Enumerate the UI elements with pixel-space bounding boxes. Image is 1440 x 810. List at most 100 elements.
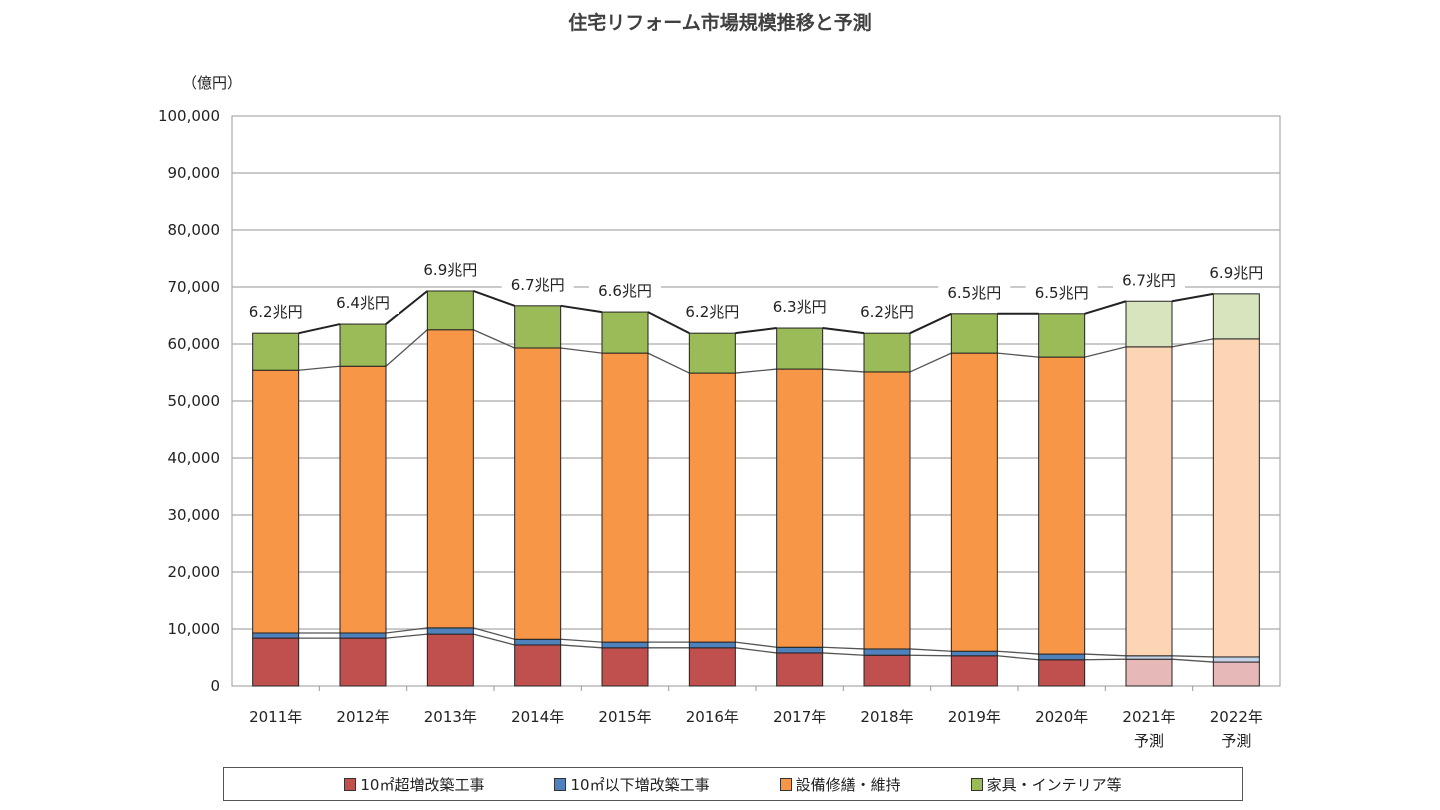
total-label: 6.9兆円 [1209,264,1263,282]
bar-segment [1125,658,1173,687]
bar-segment [339,637,387,687]
series-connector-line [385,627,428,634]
series-connector-line [385,329,428,367]
total-label: 6.4兆円 [336,294,390,312]
bar-segment [688,641,736,649]
x-tick-label: 2017年 [773,708,826,726]
bar-segment [426,627,474,635]
legend-item: 家具・インテリア等 [970,774,1122,795]
x-tick-label: 2015年 [598,708,651,726]
total-label: 6.7兆円 [511,276,565,294]
bar-segment [776,327,824,370]
y-tick-label: 10,000 [168,620,221,638]
legend-item: 10㎡以下増改築工事 [554,774,710,795]
bar-segment [950,352,998,652]
series-connector-line [647,311,690,335]
y-tick-label: 100,000 [158,107,220,125]
legend-label: 10㎡超増改築工事 [360,775,485,794]
bar-segment [950,650,998,657]
bar-segment [1125,346,1173,657]
series-connector-line [735,327,777,335]
bar-segment [601,311,649,354]
x-tick-sublabel: 予測 [1134,732,1164,750]
bar-segment [339,632,387,639]
series-connector-line [560,638,603,643]
series-connector-line [385,290,428,325]
bar-segment [776,646,824,654]
bar-segment [950,313,998,354]
total-label-background [938,281,1011,304]
bar-segment [688,647,736,687]
bar-segment [688,372,736,643]
total-label-background [763,296,836,319]
total-label-background [676,301,749,324]
legend-swatch [779,777,792,791]
bar-segment [1038,659,1086,687]
x-tick-label: 2021年 [1122,708,1175,726]
series-connector-line [473,633,515,646]
legend-swatch [554,777,567,791]
bar-segment [252,632,300,639]
legend-item: 設備修繕・維持 [779,774,901,795]
total-label-background [414,258,487,281]
x-tick-label: 2020年 [1035,708,1088,726]
series-connector-line [909,352,952,373]
series-connector-line [560,644,603,649]
x-tick-label: 2014年 [511,708,564,726]
legend: 10㎡超増改築工事 10㎡以下増改築工事 設備修繕・維持 家具・インテリア等 [223,767,1243,801]
y-tick-label: 90,000 [168,164,221,182]
y-tick-label: 60,000 [168,335,221,353]
series-connector-line [1171,338,1214,348]
total-label-background [1200,261,1273,284]
legend-label: 家具・インテリア等 [986,775,1122,794]
bar-segment [514,347,562,640]
bar-segment [950,655,998,687]
total-label: 6.2兆円 [249,303,303,321]
bar-segment [514,638,562,646]
series-connector-line [560,347,603,354]
series-connector-line [1171,655,1214,658]
y-tick-label: 40,000 [168,449,221,467]
bar-segment [863,371,911,650]
series-connector-line [735,647,777,654]
x-tick-label: 2012年 [336,708,389,726]
series-connector-line [735,368,777,374]
x-tick-sublabel: 予測 [1221,732,1251,750]
bar-segment [1038,313,1086,358]
bar-segment [863,332,911,373]
bar-segment [252,332,300,371]
total-label-background [589,280,661,303]
series-connector-line [473,329,515,349]
total-label-background [1113,269,1185,292]
series-connector-line [997,650,1039,655]
bar-segment [601,647,649,687]
total-label: 6.3兆円 [773,298,827,316]
total-label: 6.5兆円 [947,284,1001,302]
series-connector-line [822,368,865,373]
bar-segment [426,633,474,687]
series-connector-line [1171,658,1214,663]
bar-segment [1212,656,1260,663]
bar-segment [863,654,911,687]
series-connector-line [472,290,516,307]
series-connector-line [473,627,515,640]
chart-title: 住宅リフォーム市場規模推移と予測 [568,12,872,34]
x-tick-label: 2022年 [1210,708,1263,726]
bar-segment [426,329,474,629]
series-connector-line [1084,300,1127,315]
bar-segment [776,652,824,687]
total-label-background [501,273,574,296]
series-connector-line [997,655,1039,661]
total-label: 6.2兆円 [685,303,739,321]
series-connector-line [298,365,341,371]
total-label-background [327,292,399,315]
total-label: 6.7兆円 [1122,271,1176,289]
series-connector-line [1084,658,1127,661]
x-tick-label: 2018年 [860,708,913,726]
series-connector-line [1171,292,1214,303]
legend-label: 10㎡以下増改築工事 [570,775,710,794]
bar-segment [1212,293,1260,340]
legend-swatch [344,777,357,791]
bar-segment [514,305,562,349]
